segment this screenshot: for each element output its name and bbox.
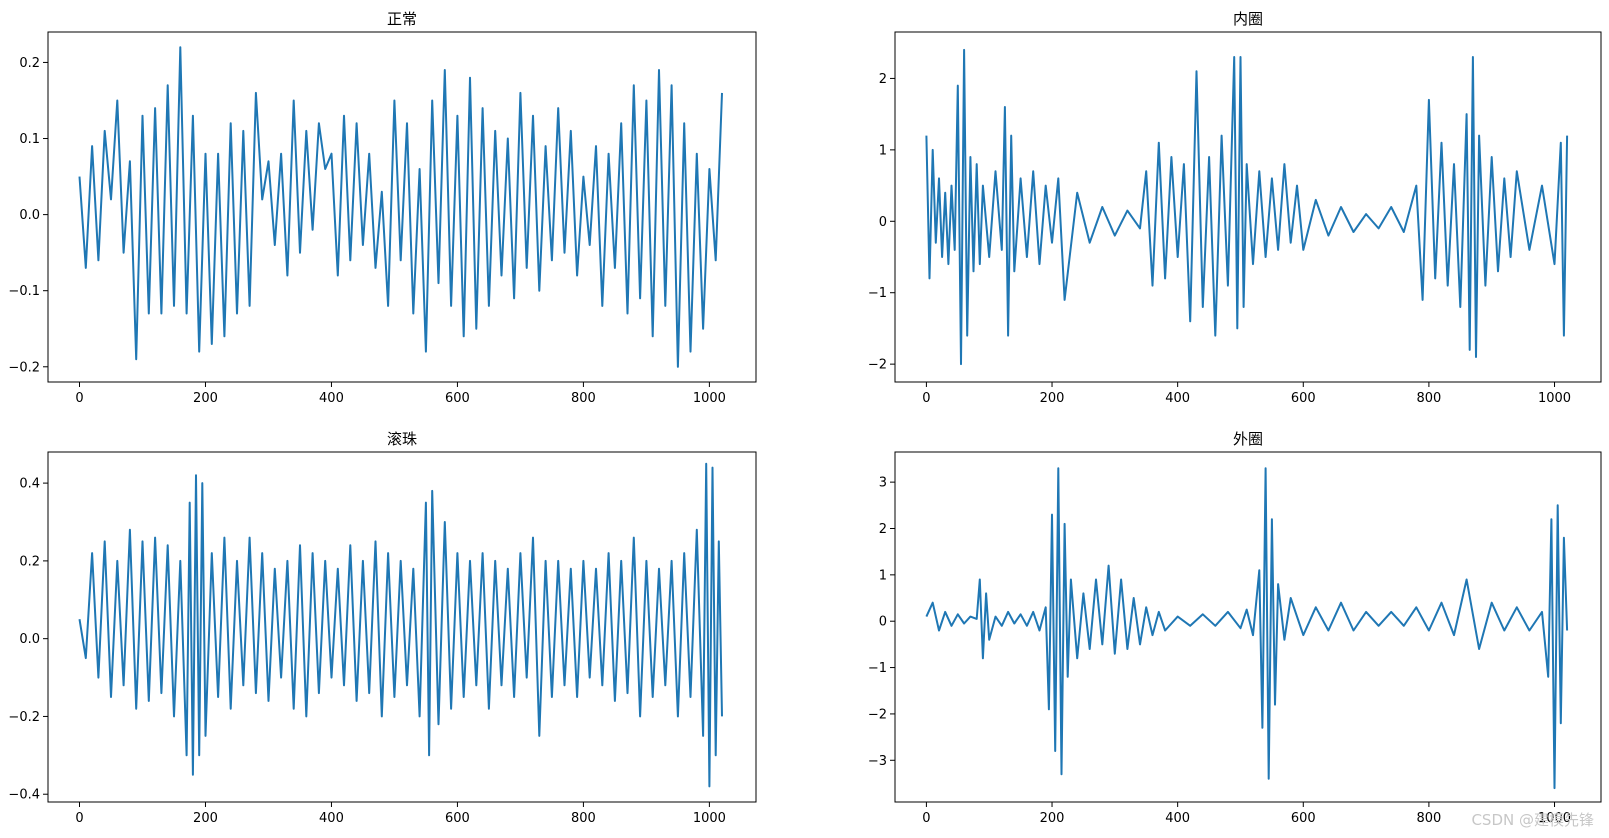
series-line-0 [925, 467, 1569, 790]
y-tick-label: 1 [879, 143, 887, 158]
x-tick-label: 800 [571, 391, 596, 406]
x-tick-label: 0 [922, 811, 930, 826]
x-tick-label: 200 [1040, 811, 1065, 826]
x-tick-label: 400 [1165, 811, 1190, 826]
series-line-0 [78, 462, 723, 788]
chart-title: 正常 [387, 10, 417, 28]
x-tick-label: 800 [571, 811, 596, 826]
x-tick-label: 600 [1291, 811, 1316, 826]
y-tick-label: 0.0 [19, 208, 40, 223]
y-tick-label: −2 [868, 707, 887, 722]
y-tick-label: 0 [879, 215, 887, 230]
y-tick-label: −1 [868, 661, 887, 676]
x-tick-label: 0 [75, 811, 83, 826]
y-tick-label: −3 [868, 754, 887, 769]
y-tick-label: −0.4 [8, 788, 40, 803]
y-tick-label: 0.0 [19, 632, 40, 647]
chart-title: 外圈 [1233, 430, 1263, 448]
series-line-0 [925, 48, 1569, 366]
x-tick-label: 400 [1165, 391, 1190, 406]
subplot-3: 外圈 0 200 400 600 800 1000 −3 −2 −1 0 1 2 3 [868, 430, 1602, 826]
x-tick-label: 1000 [1538, 391, 1571, 406]
subplot-2: 滚珠 0 200 400 600 800 1000 −0.4 −0.2 0.0 0.2 0.4 [8, 430, 757, 826]
y-tick-label: −0.1 [8, 284, 40, 299]
x-tick-label: 1000 [693, 811, 726, 826]
subplot-0: 正常 0 200 400 600 800 1000 −0.2 −0.1 0.0 0.1 0.2 [8, 10, 757, 406]
series-line-0 [78, 46, 723, 368]
axes-frame [894, 451, 1602, 803]
x-tick-label: 600 [445, 391, 470, 406]
watermark: CSDN @建模先锋 [1471, 811, 1594, 829]
y-tick-label: 0.1 [19, 132, 40, 147]
y-tick-label: 0.4 [19, 477, 40, 492]
y-tick-label: 1 [879, 568, 887, 583]
x-tick-label: 0 [922, 391, 930, 406]
subplot-1: 内圈 0 200 400 600 800 1000 −2 −1 0 1 2 [868, 10, 1602, 406]
y-tick-label: 0.2 [19, 56, 40, 71]
axes-frame [47, 451, 757, 803]
y-tick-label: −0.2 [8, 710, 40, 725]
axes-frame [894, 31, 1602, 383]
y-tick-label: 0.2 [19, 554, 40, 569]
x-tick-label: 800 [1416, 391, 1441, 406]
chart-title: 滚珠 [387, 430, 417, 448]
y-tick-label: 3 [879, 476, 887, 491]
x-tick-label: 600 [445, 811, 470, 826]
y-tick-label: 2 [879, 522, 887, 537]
y-tick-label: 0 [879, 615, 887, 630]
chart-title: 内圈 [1233, 10, 1263, 28]
x-tick-label: 800 [1416, 811, 1441, 826]
y-tick-label: −0.2 [8, 360, 40, 375]
x-tick-label: 0 [75, 391, 83, 406]
y-tick-label: −2 [868, 358, 887, 373]
x-tick-label: 400 [319, 811, 344, 826]
axes-frame [47, 31, 757, 383]
x-tick-label: 200 [193, 811, 218, 826]
x-tick-label: 200 [1040, 391, 1065, 406]
x-tick-label: 400 [319, 391, 344, 406]
x-tick-label: 200 [193, 391, 218, 406]
x-tick-label: 600 [1291, 391, 1316, 406]
x-tick-label: 1000 [1538, 811, 1571, 826]
y-tick-label: 2 [879, 72, 887, 87]
y-tick-label: −1 [868, 286, 887, 301]
x-tick-label: 1000 [693, 391, 726, 406]
